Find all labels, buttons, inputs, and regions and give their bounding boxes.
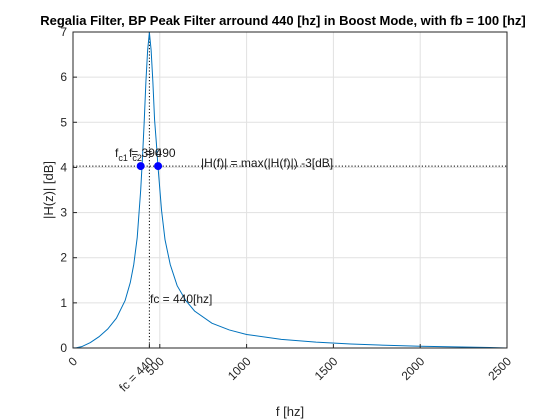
series-line (72, 32, 508, 349)
x-tick-label: 2500 (485, 354, 514, 383)
y-tick-label: 0 (60, 341, 67, 355)
y-axis-label: |H(z)| [dB] (41, 161, 56, 219)
x-tick-label: 0 (65, 354, 80, 369)
chart-title: Regalia Filter, BP Peak Filter arround 4… (40, 13, 526, 28)
grid (72, 31, 508, 349)
center-annotation: fc = 440[hz] (150, 292, 212, 306)
y-tick-label: 4 (60, 160, 67, 174)
marked-points (136, 162, 163, 171)
y-tick-label: 5 (60, 115, 67, 129)
marked-point (136, 162, 145, 171)
reference-lines (73, 32, 507, 348)
y-tick-label: 7 (60, 25, 67, 39)
series-group (72, 32, 508, 349)
y-tick-label: 1 (60, 296, 67, 310)
y-tick-label: 2 (60, 251, 67, 265)
y-tick-label: 3 (60, 206, 67, 220)
level-annotation: |H(f)| = max(|H(f)|) -3[dB] (201, 156, 333, 170)
x-tick-label: 1000 (225, 354, 254, 383)
x-tick-label: 1500 (312, 354, 341, 383)
y-tick-label: 6 (60, 70, 67, 84)
axes-box (72, 31, 508, 349)
y-axis-ticks: 0 1 2 3 4 5 6 7 (60, 25, 77, 355)
fc2-annotation: fc2 = 490 (129, 146, 176, 163)
annotations: fc1 = 390 fc2 = 490 |H(f)| = max(|H(f)|)… (115, 146, 333, 306)
fc1-annotation: fc1 = 390 (115, 146, 162, 163)
marked-point (154, 162, 163, 171)
x-tick-label: 2000 (399, 354, 428, 383)
x-axis-label: f [hz] (276, 404, 304, 419)
